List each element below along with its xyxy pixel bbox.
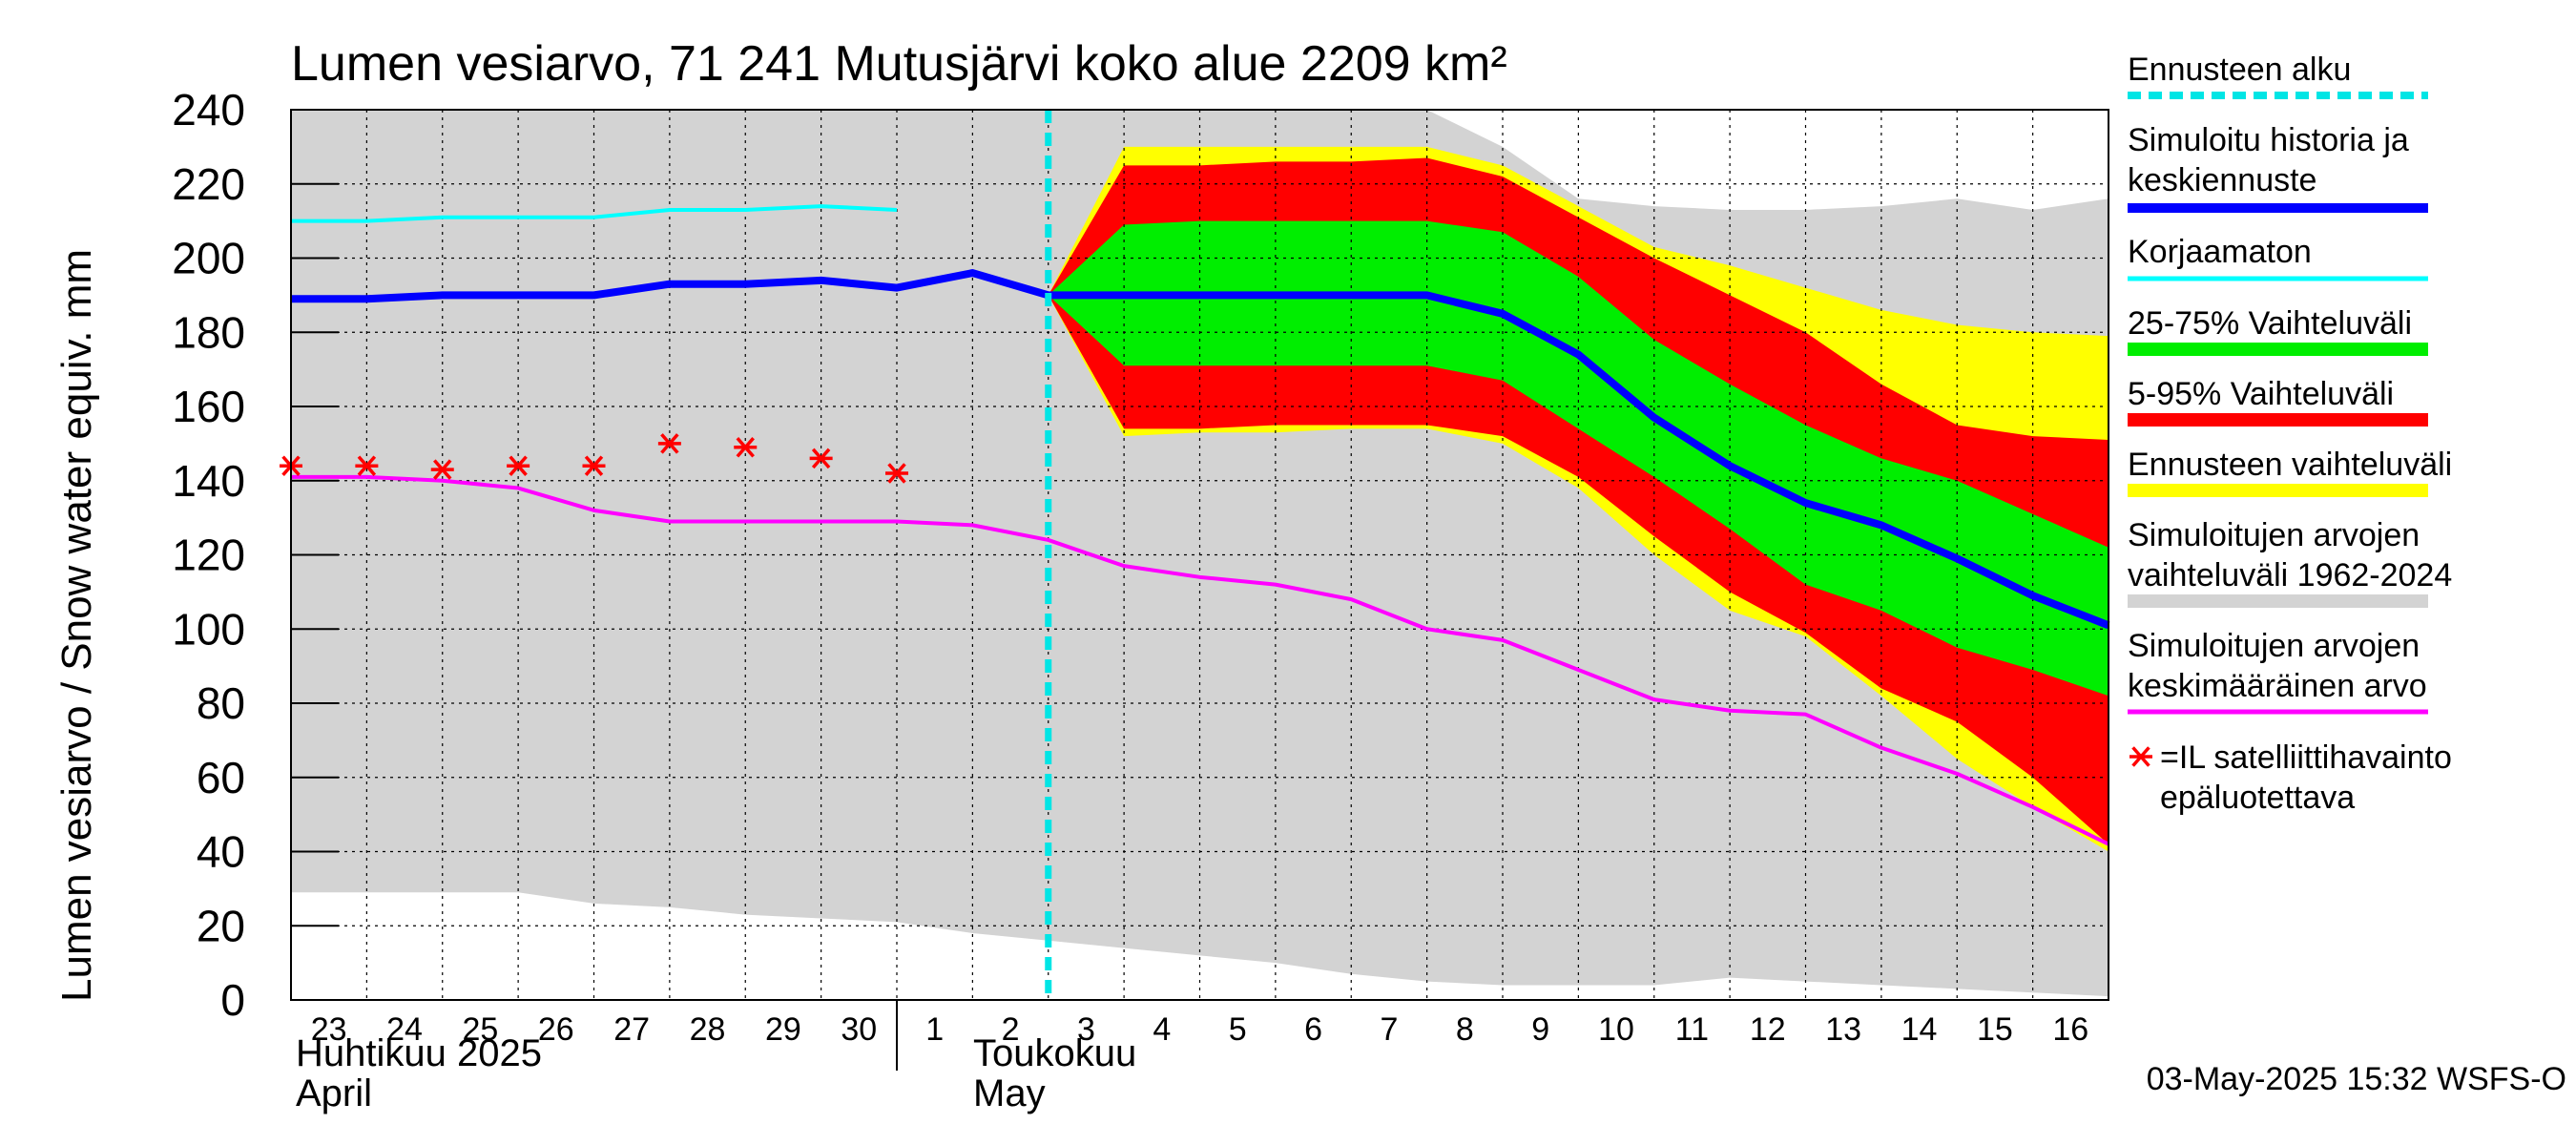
legend-item-ennusteen-vaihteluv-li: Ennusteen vaihteluväli: [2128, 447, 2452, 497]
marker-stroke: [509, 455, 528, 476]
legend-label: epäluotettava: [2160, 780, 2355, 816]
x-day-label: 12: [1750, 1011, 1786, 1048]
band-25-75-vaihteluv-li: [1048, 220, 2109, 697]
satellite-observation-marker: [734, 437, 758, 458]
x-day-label: 3: [1077, 1011, 1095, 1048]
x-day-label: 26: [538, 1011, 574, 1048]
satellite-observation-marker: [809, 448, 833, 469]
x-day-label: 5: [1229, 1011, 1247, 1048]
x-day-label: 6: [1304, 1011, 1322, 1048]
x-day-label: 25: [463, 1011, 499, 1048]
marker-stroke: [811, 448, 831, 469]
x-day-label: 28: [690, 1011, 726, 1048]
marker-stroke: [584, 455, 604, 476]
legend-label: keskiennuste: [2128, 162, 2316, 198]
legend-item-il-satelliittihavainto-ep-luotettava: =IL satelliittihavainto epäluotettava: [2129, 739, 2452, 816]
y-tick-label: 40: [197, 827, 245, 877]
y-axis-label: Lumen vesiarvo / Snow water equiv. mm: [53, 249, 100, 1002]
series-line-simuloitujen-arvojen-keskim-r-inen-arvo: [291, 474, 2109, 846]
marker-stroke: [736, 437, 755, 458]
x-day-label: 4: [1153, 1011, 1171, 1048]
satellite-observation-marker: [582, 455, 606, 476]
x-day-label: 14: [1901, 1011, 1938, 1048]
y-tick-label: 80: [197, 678, 245, 728]
y-tick-label: 0: [220, 975, 245, 1025]
x-day-label: 7: [1380, 1011, 1398, 1048]
series-line-simuloitu-historia-ja-keskiennuste: [291, 269, 2110, 630]
satellite-observation-marker: [355, 455, 379, 476]
y-tick-label: 100: [172, 604, 245, 654]
satellite-observation-marker: [430, 459, 454, 480]
marker-stroke: [887, 463, 906, 484]
legend-label: Ennusteen alku: [2128, 52, 2351, 88]
x-day-label: 15: [1977, 1011, 2013, 1048]
legend-label: Ennusteen vaihteluväli: [2128, 447, 2452, 483]
x-day-label: 1: [925, 1011, 944, 1048]
month-label-en: April: [296, 1072, 372, 1114]
y-tick-label: 120: [172, 531, 245, 580]
chart-title: Lumen vesiarvo, 71 241 Mutusjärvi koko a…: [291, 36, 1507, 92]
legend-label: keskimääräinen arvo: [2128, 668, 2427, 704]
y-tick-label: 140: [172, 456, 245, 506]
marker-stroke: [433, 459, 452, 480]
legend-label: Simuloitu historia ja: [2128, 122, 2409, 158]
legend-item-25-75-vaihteluv-li: 25-75% Vaihteluväli: [2128, 305, 2428, 356]
legend-item-5-95-vaihteluv-li: 5-95% Vaihteluväli: [2128, 376, 2428, 427]
series-line-korjaamaton: [291, 204, 898, 223]
x-day-label: 10: [1598, 1011, 1634, 1048]
x-day-label: 30: [841, 1011, 877, 1048]
x-tick-labels: 23 24 25 26 27 28 29 30 1 2 3 4 5 6 7 8 9 10 11 12 13 14 15 16: [311, 1011, 2088, 1048]
legend-label: =IL satelliittihavainto: [2160, 739, 2452, 776]
satellite-observation-marker: [657, 433, 681, 454]
legend-item-simuloitu-historia-ja-keskiennuste: Simuloitu historia ja keskiennuste: [2128, 122, 2428, 213]
y-tick-labels: 0 20 40 60 80 100 120 140 160 180 200 220 240: [172, 85, 339, 1025]
y-tick-label: 20: [197, 901, 245, 950]
y-tick-label: 200: [172, 234, 245, 283]
x-day-label: 27: [613, 1011, 650, 1048]
legend-marker-stroke: [2131, 746, 2150, 767]
month-label-fi: Huhtikuu 2025: [296, 1032, 542, 1074]
x-day-label: 9: [1531, 1011, 1549, 1048]
marker-stroke: [357, 455, 377, 476]
y-tick-label: 240: [172, 85, 245, 135]
x-day-label: 8: [1456, 1011, 1474, 1048]
legend: Ennusteen alku Simuloitu historia ja keski…: [2128, 52, 2452, 816]
satellite-observation-marker: [507, 455, 530, 476]
plot-lines: [280, 110, 2110, 1000]
legend-label: Simuloitujen arvojen: [2128, 628, 2420, 664]
x-day-label: 23: [311, 1011, 347, 1048]
x-day-label: 24: [386, 1011, 423, 1048]
legend-label: Simuloitujen arvojen: [2128, 517, 2420, 553]
x-day-label: 11: [1675, 1011, 1709, 1048]
y-tick-label: 160: [172, 382, 245, 431]
month-label-en: May: [973, 1072, 1046, 1114]
legend-item-simuloitujen-arvojen-vaihteluv-li-1962-2024: Simuloitujen arvojen vaihteluväli 1962-20…: [2128, 517, 2452, 608]
x-day-label: 2: [1002, 1011, 1020, 1048]
legend-label: 25-75% Vaihteluväli: [2128, 305, 2412, 342]
x-day-label: 13: [1825, 1011, 1861, 1048]
legend-label: 5-95% Vaihteluväli: [2128, 376, 2394, 412]
month-label-fi: Toukokuu: [973, 1032, 1136, 1074]
legend-label: Korjaamaton: [2128, 234, 2312, 270]
legend-item-ennusteen-alku: Ennusteen alku: [2128, 52, 2428, 99]
y-tick-label: 180: [172, 307, 245, 357]
y-tick-label: 60: [197, 753, 245, 802]
satellite-observation-marker: [885, 463, 908, 484]
timestamp-footer: 03-May-2025 15:32 WSFS-O: [2147, 1061, 2566, 1097]
marker-stroke: [660, 433, 679, 454]
x-day-label: 16: [2052, 1011, 2088, 1048]
legend-item-simuloitujen-arvojen-keskim-r-inen-arvo: Simuloitujen arvojen keskimääräinen arvo: [2128, 628, 2428, 715]
legend-item-korjaamaton: Korjaamaton: [2128, 234, 2428, 281]
x-day-label: 29: [765, 1011, 801, 1048]
y-tick-label: 220: [172, 159, 245, 209]
legend-label: vaihteluväli 1962-2024: [2128, 557, 2452, 593]
